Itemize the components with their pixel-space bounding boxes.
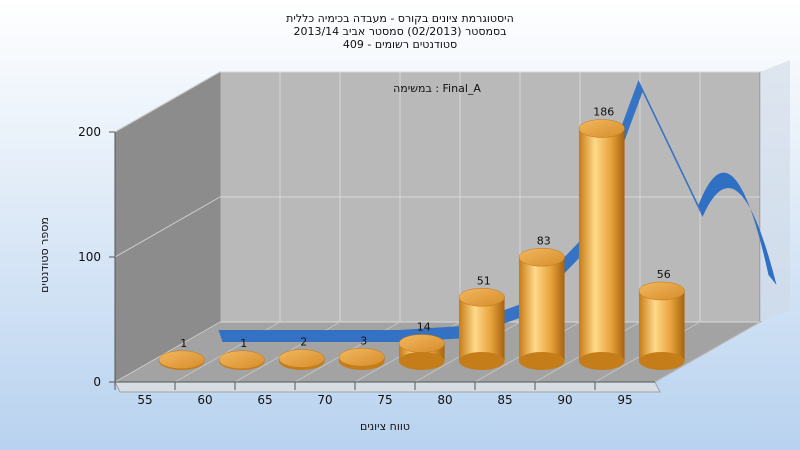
bar-value-label: 51 <box>477 274 491 287</box>
grid-line-floor <box>654 321 761 383</box>
bars <box>158 119 685 370</box>
bar-value-label: 83 <box>537 234 551 247</box>
y-tick-label: 0 <box>93 375 101 389</box>
grid-line-side <box>114 71 221 133</box>
y-axis-label: מספר סטודנטים <box>38 217 51 293</box>
bar-base <box>638 352 685 370</box>
bar-body <box>578 128 625 361</box>
bar-value-label: 14 <box>417 321 431 334</box>
x-tick-label: 90 <box>557 393 572 407</box>
bar-top <box>278 349 325 368</box>
bar-top <box>458 288 505 307</box>
bar-base <box>458 352 505 370</box>
x-tick-label: 75 <box>377 393 392 407</box>
bar-body <box>638 291 685 361</box>
bar <box>398 334 445 370</box>
x-tick-label: 70 <box>317 393 332 407</box>
y-tick-label: 200 <box>78 125 101 139</box>
x-tick-label: 65 <box>257 393 272 407</box>
bar <box>638 281 685 370</box>
floor-front-edge <box>114 381 661 393</box>
bar-top <box>158 350 205 369</box>
bar-value-label: 186 <box>593 106 614 119</box>
chart-subtitle: במשימה : Final_A <box>393 82 481 95</box>
y-tick-label: 100 <box>78 250 101 264</box>
bar-top <box>398 334 445 353</box>
x-tick-label: 80 <box>437 393 452 407</box>
bar-value-label: 1 <box>180 337 187 350</box>
bar <box>218 350 265 370</box>
bar-base <box>518 352 565 370</box>
bar-top <box>638 281 685 301</box>
bar-top <box>338 348 385 367</box>
bar-top <box>518 248 565 267</box>
bar <box>158 350 205 370</box>
bar <box>578 119 625 370</box>
bar <box>278 349 325 370</box>
normal-curve <box>218 80 777 342</box>
bar-value-label: 1 <box>240 337 247 350</box>
x-axis-label: טווח ציונים <box>360 420 410 433</box>
bar-value-label: 3 <box>360 334 367 347</box>
grid-line-side <box>114 321 221 383</box>
x-tick-label: 55 <box>137 393 152 407</box>
x-tick-label: 85 <box>497 393 512 407</box>
chart-title-line-2: בסמסטר (02/2013) סמסטר אביב 2013/14 <box>293 25 506 38</box>
bar <box>458 288 505 370</box>
bar-base <box>398 352 445 370</box>
bar-value-label: 56 <box>657 268 671 281</box>
bar-value-label: 2 <box>300 336 307 349</box>
chart-title-line-1: היסטוגרמת ציונים בקורס - מעבדה בכימיה כל… <box>286 12 514 25</box>
chart-title-line-3: סטודנטים רשומים - 409 <box>343 38 457 51</box>
x-tick-label: 95 <box>617 393 632 407</box>
x-tick-label: 60 <box>197 393 212 407</box>
bar-top <box>218 350 265 369</box>
bar-base <box>578 352 625 370</box>
bar-body <box>458 297 505 361</box>
bar <box>338 348 385 370</box>
bar <box>518 248 565 370</box>
bar-top <box>578 119 625 138</box>
grid-line-side <box>114 196 221 258</box>
axes: 0 100 200 55 60 65 70 75 80 85 90 95 <box>78 125 655 407</box>
curve-tail <box>698 172 777 285</box>
data-labels: 1 1 2 3 14 51 83 186 56 <box>180 106 671 350</box>
bar-body <box>518 257 565 361</box>
